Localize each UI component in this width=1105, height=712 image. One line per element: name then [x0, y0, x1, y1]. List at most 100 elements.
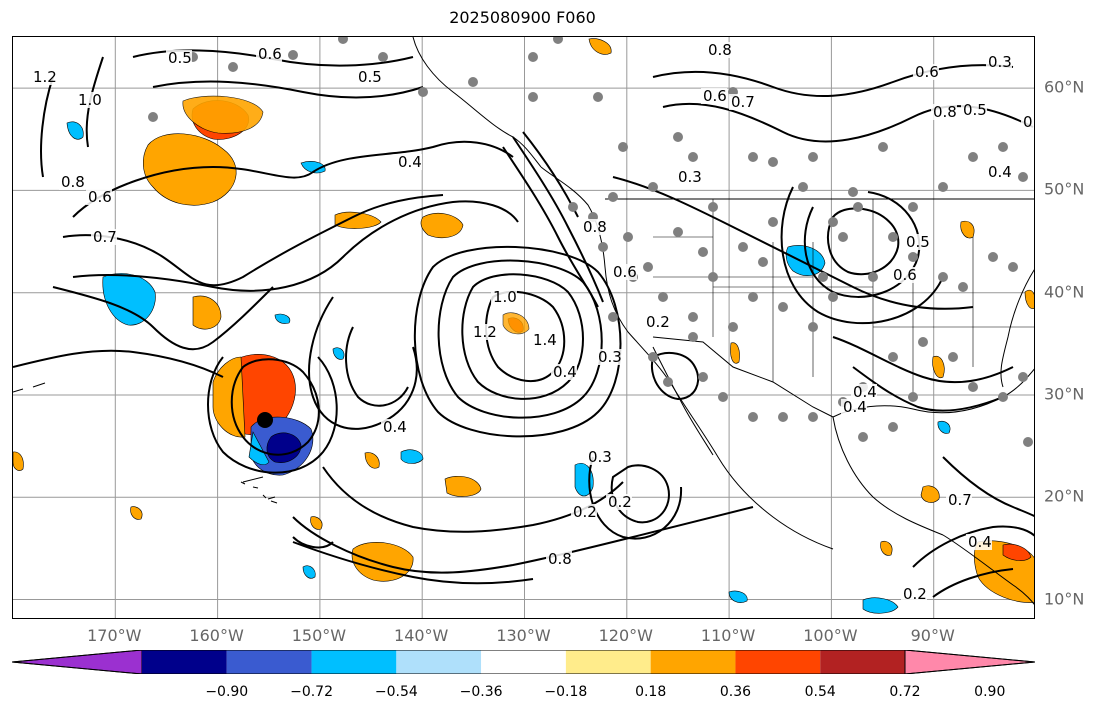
contour-11 — [413, 245, 622, 438]
contour-label: 0.5 — [358, 68, 382, 86]
station-dot — [858, 432, 868, 442]
station-dot — [1008, 262, 1018, 272]
contour-10 — [437, 259, 603, 419]
anomaly-patch-orange-spot — [502, 312, 530, 335]
contour-label-bg — [701, 88, 727, 104]
station-dot — [888, 422, 898, 432]
anomaly-patch-cyan-storm — [248, 431, 270, 466]
contour-18 — [207, 356, 338, 474]
contour-label: 1.4 — [533, 331, 557, 349]
anomaly-patch-cyan-mid — [300, 161, 326, 174]
station-dot — [688, 152, 698, 162]
contour-label-bg — [531, 332, 557, 348]
contour-30 — [612, 176, 974, 310]
contour-13 — [512, 136, 604, 303]
station-dot — [988, 252, 998, 262]
contour-label-bg — [986, 54, 1012, 70]
contour-12 — [502, 146, 599, 308]
contour-32 — [852, 366, 1004, 412]
contour-3 — [72, 140, 514, 218]
contour-34 — [932, 568, 1014, 598]
contour-label-bg — [86, 189, 112, 205]
anomaly-patch-cyan-nw — [66, 121, 84, 140]
storm-center-marker — [257, 412, 273, 428]
colorbar-segment — [820, 650, 905, 674]
station-dot — [708, 202, 718, 212]
station-dot — [738, 242, 748, 252]
anomaly-patch-orange-west — [192, 295, 222, 330]
contour-label-bg — [901, 586, 927, 602]
contour-9 — [461, 273, 584, 400]
colorbar-extend-low — [12, 650, 143, 674]
contour-label: 0.3 — [678, 168, 702, 186]
anomaly-patch-orange-small8 — [880, 540, 893, 556]
station-dot — [663, 377, 673, 387]
contour-label-bg — [946, 492, 972, 508]
station-dot — [798, 182, 808, 192]
contour-label-bg — [606, 494, 632, 510]
station-dot — [1018, 372, 1028, 382]
latitude-tick-label: 30°N — [1044, 384, 1085, 404]
contour-label-bg — [491, 289, 517, 305]
contour-label: 0.6 — [703, 87, 727, 105]
contour-33 — [912, 525, 1034, 568]
anomaly-patch-orange-top — [588, 38, 612, 55]
contour-label: 0.7 — [731, 93, 755, 111]
contour-31 — [832, 336, 1014, 384]
station-dot — [868, 272, 878, 282]
colorbar-segment — [481, 650, 566, 674]
colorbar-tick-label: −0.36 — [459, 684, 503, 700]
colorbar-tick-label: −0.54 — [374, 684, 418, 700]
station-dot — [908, 392, 918, 402]
latitude-tick-label: 50°N — [1044, 179, 1085, 199]
contour-27 — [780, 186, 944, 325]
contour-label: 0.6 — [915, 63, 939, 81]
contour-label-bg — [851, 384, 877, 400]
station-dot — [878, 142, 888, 152]
contour-24 — [650, 351, 700, 401]
colorbar-segment — [142, 650, 227, 674]
anomaly-patch-red-se — [1002, 543, 1032, 561]
anomaly-patch-cyan-hawaii — [302, 565, 316, 579]
contour-label: 0.6 — [613, 263, 637, 281]
longitude-tick-label: 130°W — [496, 626, 551, 645]
contour-label: 1.2 — [33, 68, 57, 86]
anomaly-patch-orange-lowerleft — [13, 451, 24, 471]
contour-25 — [827, 207, 900, 276]
longitude-tick-label: 110°W — [700, 626, 756, 645]
station-dot — [768, 157, 778, 167]
station-dot — [608, 312, 618, 322]
contour-label-bg — [611, 264, 637, 280]
contour-17 — [230, 358, 320, 456]
station-dot — [808, 152, 818, 162]
anomaly-patch-cyan-west — [102, 273, 156, 326]
colorbar-segment — [650, 650, 736, 674]
contour-label: 1.0 — [78, 91, 102, 109]
colorbar-tick-label: −0.72 — [290, 684, 333, 700]
anomaly-patch-cyan-small2 — [274, 313, 291, 324]
anomaly-patch-orange-eastcoast — [1024, 289, 1034, 309]
contour-label: 0.3 — [598, 348, 622, 366]
colorbar-tick-label: −0.18 — [544, 684, 588, 700]
contour-38 — [292, 536, 334, 549]
contour-label: 0.8 — [61, 173, 85, 191]
contour-label: 0.3 — [988, 53, 1012, 71]
contour-label: 1.2 — [473, 323, 497, 341]
contour-label: 0.8 — [548, 550, 572, 568]
anomaly-patch-orange-small5 — [310, 516, 323, 530]
station-dot — [568, 202, 578, 212]
anomaly-patch-cyan-small3 — [332, 347, 345, 360]
coastline-aleutians — [13, 382, 276, 500]
station-dot — [673, 132, 683, 142]
anomaly-patch-orange-ne — [920, 485, 940, 503]
station-dot — [828, 217, 838, 227]
contour-label: 0.4 — [853, 383, 877, 401]
station-dot — [1023, 437, 1033, 447]
contour-label-bg — [891, 267, 917, 283]
station-dot — [688, 332, 698, 342]
contour-label-bg — [166, 50, 192, 66]
colorbar-tick-label: 0.36 — [719, 684, 752, 700]
latitude-tick-label: 40°N — [1044, 282, 1085, 302]
contour-label-bg — [59, 174, 85, 190]
station-dot — [698, 247, 708, 257]
